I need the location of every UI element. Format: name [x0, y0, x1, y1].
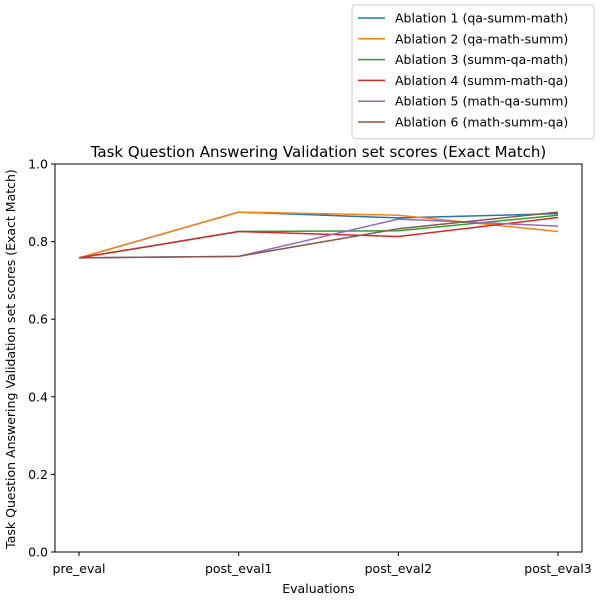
legend-label-3: Ablation 3 (summ-qa-math) [395, 52, 568, 67]
legend: Ablation 1 (qa-summ-math) Ablation 2 (qa-… [351, 4, 595, 140]
x-tick-label: post_eval1 [205, 561, 272, 576]
x-axis-label: Evaluations [282, 581, 354, 596]
plot-frame [54, 163, 583, 553]
legend-label-6: Ablation 6 (math-summ-qa) [395, 115, 568, 130]
y-tick-label: 0.0 [28, 545, 48, 560]
legend-label-2: Ablation 2 (qa-math-summ) [395, 31, 568, 46]
legend-label-4: Ablation 4 (summ-math-qa) [395, 73, 568, 88]
series-line-4 [78, 216, 559, 259]
y-tick-label: 0.4 [28, 389, 48, 404]
x-tick-label: post_eval2 [365, 561, 432, 576]
axes: 0.0 0.2 0.4 0.6 0.8 1.0 pre_eval post_eval1 post… [28, 157, 592, 577]
y-axis-label: Task Question Answering Validation set s… [3, 169, 18, 550]
chart-title: Task Question Answering Validation set s… [90, 143, 547, 161]
legend-label-5: Ablation 5 (math-qa-summ) [395, 94, 568, 109]
x-tick-label: post_eval3 [524, 561, 591, 576]
series-line-6 [78, 211, 559, 259]
y-tick-label: 1.0 [28, 157, 48, 172]
x-tick-label: pre_eval [53, 561, 106, 576]
series-lines [78, 211, 559, 259]
y-tick-label: 0.8 [28, 234, 48, 249]
legend-box [351, 4, 595, 140]
y-tick-label: 0.2 [28, 467, 48, 482]
legend-label-1: Ablation 1 (qa-summ-math) [395, 11, 568, 26]
y-tick-label: 0.6 [28, 312, 48, 327]
